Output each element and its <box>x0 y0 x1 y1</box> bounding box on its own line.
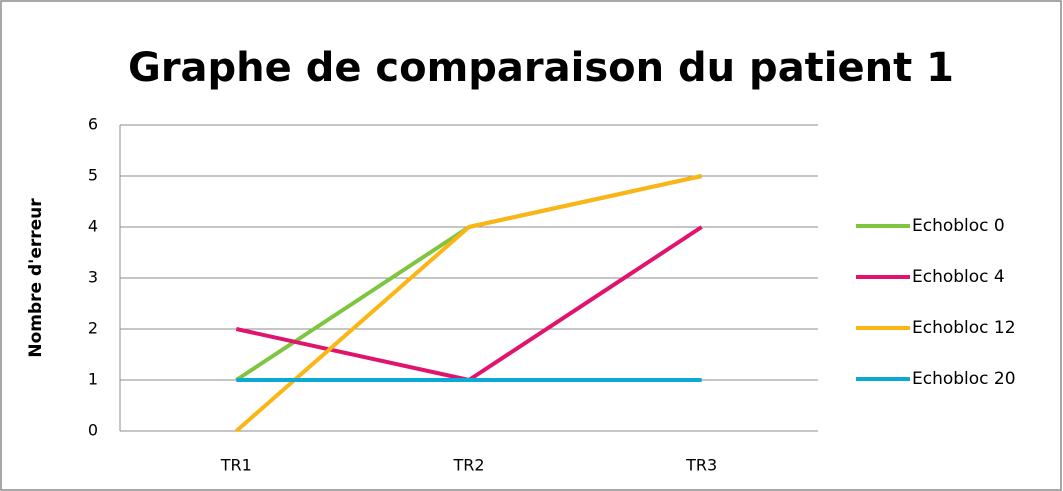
x-tick-label: TR2 <box>452 456 484 475</box>
y-tick-label: 5 <box>88 166 98 185</box>
x-tick-label: TR1 <box>220 456 252 475</box>
y-tick-label: 6 <box>88 115 98 134</box>
line-series <box>235 174 703 433</box>
legend-label: Echobloc 12 <box>912 318 1016 338</box>
y-tick-label: 0 <box>88 421 98 440</box>
legend-label: Echobloc 4 <box>912 267 1005 287</box>
x-tick-label: TR3 <box>685 456 717 475</box>
y-tick-label: 1 <box>88 370 98 389</box>
legend-label: Echobloc 20 <box>912 369 1016 389</box>
chart-title: Graphe de comparaison du patient 1 <box>128 45 954 91</box>
legend-label: Echobloc 0 <box>912 216 1005 236</box>
y-tick-label: 4 <box>88 217 98 236</box>
y-tick-label: 3 <box>88 268 98 287</box>
y-tick-label: 2 <box>88 319 98 338</box>
y-axis-label: Nombre d'erreur <box>26 198 46 358</box>
